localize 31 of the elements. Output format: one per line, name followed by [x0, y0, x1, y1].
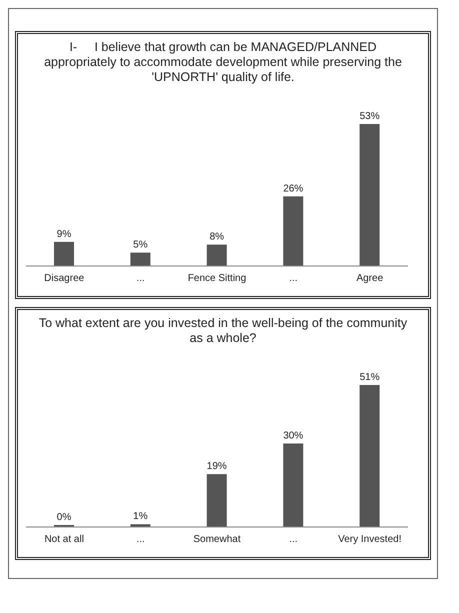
- x-tick-label: ...: [136, 534, 145, 546]
- bar: [360, 124, 380, 266]
- data-label: 9%: [56, 228, 72, 240]
- data-label: 8%: [210, 232, 224, 243]
- x-tick-label: ...: [289, 534, 298, 546]
- data-label: 5%: [133, 240, 148, 251]
- x-tick-label: ...: [136, 273, 145, 284]
- bar: [360, 385, 380, 527]
- data-label: 1%: [133, 511, 148, 522]
- chart-title: I- I believe that growth can be MANAGED/PLANNED appropriately to accommodate development while preserving the 'UPNORTH' quality of life.: [43, 39, 403, 86]
- x-tick-label: Somewhat: [193, 534, 241, 546]
- x-tick-label: Fence Sitting: [188, 273, 246, 284]
- x-tick-label: ...: [289, 273, 298, 284]
- data-label: 30%: [283, 430, 304, 442]
- data-label: 53%: [360, 111, 380, 122]
- data-label: 26%: [283, 183, 304, 194]
- x-tick-label: Very Invested!: [338, 534, 402, 546]
- bar: [283, 443, 304, 527]
- x-tick-label: Disagree: [44, 273, 85, 284]
- data-label: 51%: [360, 372, 380, 384]
- bar: [283, 196, 304, 266]
- bar: [130, 524, 150, 527]
- bar: [54, 242, 74, 266]
- data-label: 19%: [206, 461, 227, 472]
- data-label: 0%: [56, 512, 72, 523]
- bar: [206, 474, 227, 527]
- chart-title: To what extent are you invested in the well-being of the community as a whole?: [38, 315, 408, 347]
- bar: [130, 252, 150, 266]
- x-tick-label: Not at all: [44, 534, 84, 546]
- bar: [206, 244, 227, 266]
- x-tick-label: Agree: [356, 273, 384, 284]
